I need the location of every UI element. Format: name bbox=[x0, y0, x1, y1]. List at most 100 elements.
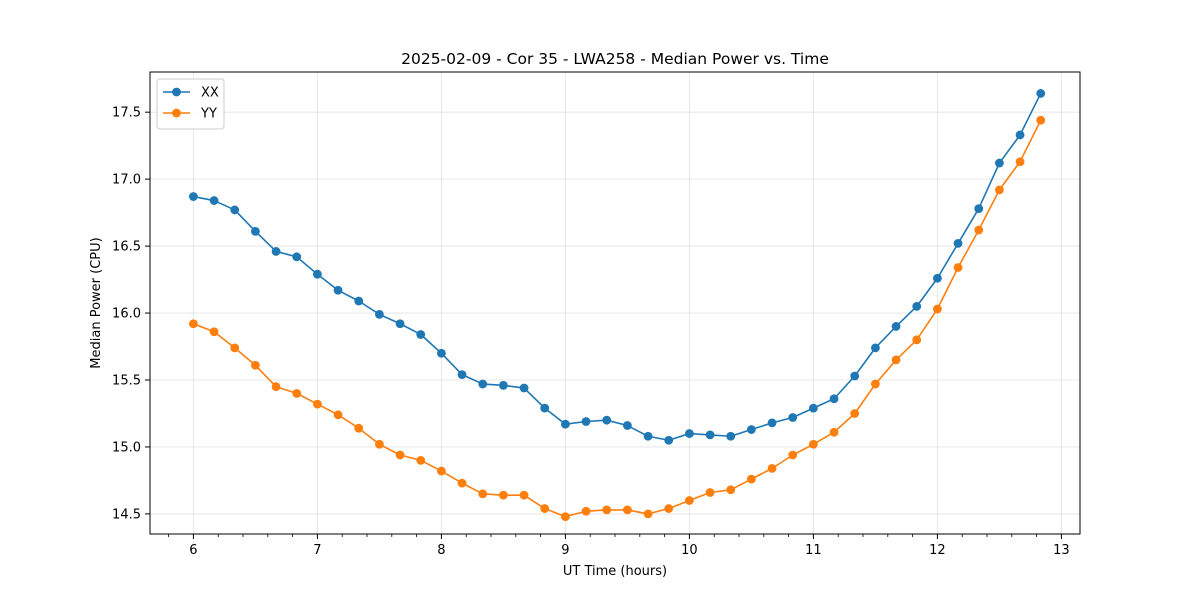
data-point-xx bbox=[747, 425, 756, 434]
x-axis-label: UT Time (hours) bbox=[563, 564, 667, 579]
legend-label-yy: YY bbox=[200, 107, 217, 122]
data-point-yy bbox=[540, 504, 550, 513]
data-point-yy bbox=[850, 409, 860, 418]
data-point-xx bbox=[519, 383, 529, 393]
data-point-xx bbox=[189, 192, 198, 201]
y-tick-label: 16.0 bbox=[112, 307, 141, 322]
data-point-yy bbox=[189, 319, 198, 329]
data-point-xx bbox=[375, 309, 384, 319]
data-point-xx bbox=[457, 370, 467, 380]
data-point-yy bbox=[829, 427, 839, 437]
data-point-xx bbox=[705, 430, 715, 440]
data-point-yy bbox=[974, 225, 984, 235]
data-point-yy bbox=[871, 379, 880, 389]
data-point-xx bbox=[829, 394, 839, 404]
x-tick-label: 12 bbox=[929, 543, 946, 558]
data-point-yy bbox=[354, 423, 364, 433]
data-point-yy bbox=[499, 490, 508, 500]
data-point-yy bbox=[767, 463, 777, 473]
legend-label-xx: XX bbox=[201, 86, 219, 101]
data-point-xx bbox=[437, 348, 446, 358]
data-point-xx bbox=[540, 403, 550, 413]
x-tick-label: 11 bbox=[805, 543, 822, 558]
data-point-xx bbox=[767, 418, 777, 428]
data-point-yy bbox=[271, 382, 281, 392]
x-tick-label: 9 bbox=[561, 543, 569, 558]
data-point-yy bbox=[313, 399, 322, 409]
x-tick-label: 8 bbox=[437, 543, 445, 558]
y-tick-label: 15.0 bbox=[112, 440, 141, 455]
data-point-yy bbox=[333, 410, 343, 420]
data-point-yy bbox=[953, 263, 963, 272]
data-point-yy bbox=[685, 496, 694, 505]
grid bbox=[150, 72, 1080, 534]
x-tick-label: 10 bbox=[681, 543, 698, 558]
data-point-yy bbox=[747, 474, 756, 484]
data-point-xx bbox=[271, 247, 281, 256]
data-point-xx bbox=[933, 273, 942, 283]
data-point-yy bbox=[416, 455, 426, 465]
data-point-xx bbox=[251, 226, 260, 236]
data-point-yy bbox=[1036, 115, 1046, 125]
data-point-xx bbox=[912, 301, 922, 311]
data-point-xx bbox=[871, 343, 880, 353]
data-point-yy bbox=[457, 478, 467, 488]
x-tick-label: 6 bbox=[189, 543, 197, 558]
data-point-xx bbox=[416, 330, 426, 339]
data-point-yy bbox=[788, 450, 798, 460]
data-point-xx bbox=[333, 285, 343, 295]
legend-marker-xx bbox=[172, 87, 181, 97]
data-point-xx bbox=[809, 403, 818, 413]
data-point-yy bbox=[581, 506, 591, 516]
data-point-xx bbox=[995, 158, 1004, 168]
data-point-xx bbox=[1015, 130, 1025, 140]
data-point-xx bbox=[313, 269, 322, 279]
data-point-xx bbox=[499, 380, 508, 390]
data-point-xx bbox=[354, 296, 364, 306]
y-tick-label: 15.5 bbox=[112, 374, 141, 389]
data-point-yy bbox=[809, 439, 818, 449]
data-point-yy bbox=[437, 466, 446, 476]
data-point-yy bbox=[251, 360, 260, 370]
data-point-xx bbox=[685, 429, 694, 438]
data-point-xx bbox=[953, 239, 963, 248]
data-point-xx bbox=[292, 252, 302, 262]
data-point-xx bbox=[230, 205, 240, 215]
data-point-yy bbox=[561, 512, 570, 521]
data-point-yy bbox=[995, 185, 1004, 195]
y-tick-label: 14.5 bbox=[112, 507, 141, 522]
data-point-yy bbox=[726, 485, 736, 495]
data-point-yy bbox=[933, 304, 942, 314]
y-tick-label: 17.5 bbox=[112, 106, 141, 121]
data-point-yy bbox=[705, 488, 715, 497]
y-axis: 14.5 15.0 15.5 16.0 16.5 17.0 17.5 bbox=[112, 106, 150, 522]
data-point-yy bbox=[375, 439, 384, 449]
data-point-xx bbox=[664, 435, 674, 445]
series-layer bbox=[189, 89, 1046, 521]
data-point-yy bbox=[912, 335, 922, 345]
data-point-yy bbox=[664, 504, 674, 513]
data-point-xx bbox=[974, 204, 984, 213]
y-axis-label: Median Power (CPU) bbox=[89, 237, 104, 368]
data-point-yy bbox=[230, 343, 240, 353]
data-point-xx bbox=[561, 419, 570, 429]
data-point-yy bbox=[519, 490, 529, 500]
legend-marker-yy bbox=[172, 108, 181, 118]
data-point-xx bbox=[1036, 89, 1046, 98]
x-tick-label: 7 bbox=[313, 543, 321, 558]
data-point-yy bbox=[623, 505, 632, 515]
data-point-xx bbox=[478, 379, 488, 389]
x-tick-label: 13 bbox=[1053, 543, 1070, 558]
data-point-xx bbox=[395, 319, 405, 329]
data-point-xx bbox=[643, 431, 653, 441]
data-point-xx bbox=[581, 417, 591, 426]
y-tick-label: 16.5 bbox=[112, 240, 141, 255]
data-point-yy bbox=[891, 355, 901, 365]
data-point-yy bbox=[209, 327, 219, 337]
data-point-xx bbox=[209, 196, 219, 205]
data-point-xx bbox=[726, 431, 736, 441]
chart-title: 2025-02-09 - Cor 35 - LWA258 - Median Po… bbox=[401, 50, 829, 68]
data-point-yy bbox=[395, 450, 405, 460]
data-point-xx bbox=[623, 421, 632, 430]
